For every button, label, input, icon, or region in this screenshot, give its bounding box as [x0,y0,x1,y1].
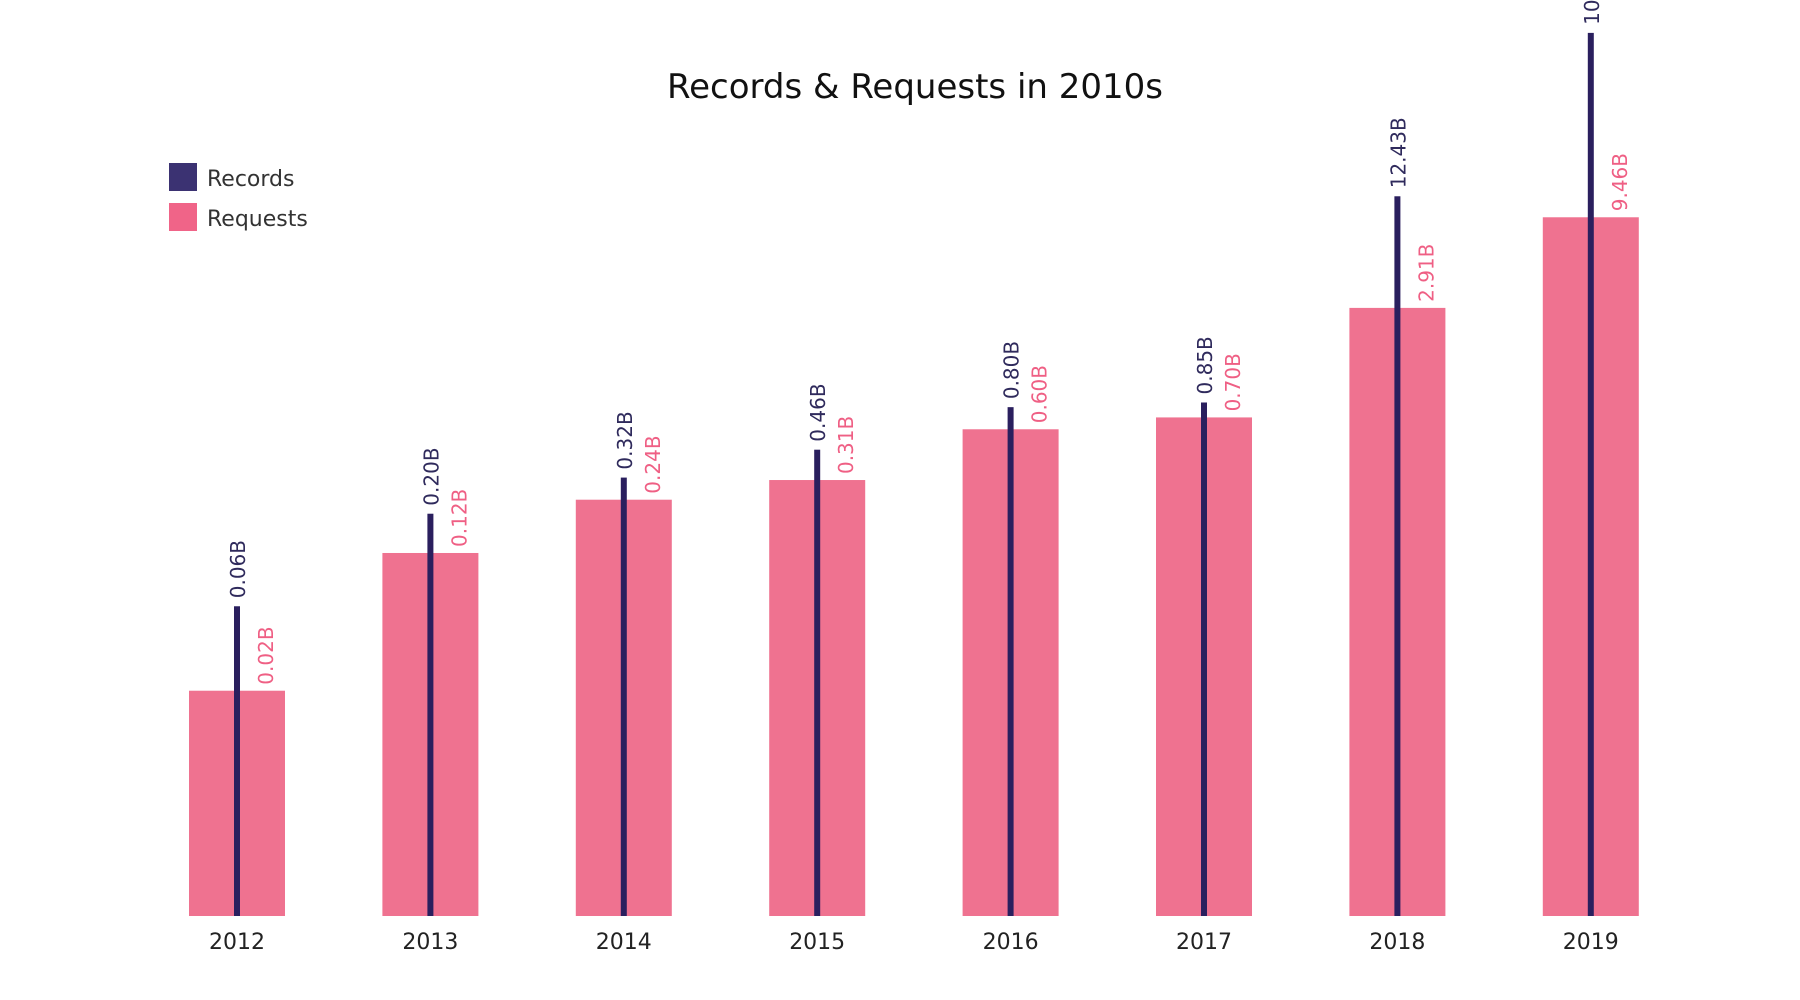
records-value-label-2019: 104.13B [1580,0,1604,25]
requests-value-label-2013: 0.12B [447,489,471,547]
records-line-2018 [1394,196,1401,916]
records-value-label-2018: 12.43B [1386,117,1410,188]
x-tick-label-2013: 2013 [402,930,458,955]
requests-value-label-2015: 0.31B [834,416,858,474]
records-value-label-2015: 0.46B [806,383,830,441]
legend-label-requests: Requests [207,207,308,232]
chart-title: Records & Requests in 2010s [667,67,1163,107]
requests-value-label-2014: 0.24B [641,435,665,493]
records-line-2019 [1587,32,1594,916]
legend-label-records: Records [207,167,294,192]
records-line-2014 [620,477,627,916]
requests-value-label-2016: 0.60B [1028,365,1052,423]
records-line-2017 [1201,402,1207,916]
requests-value-label-2017: 0.70B [1221,353,1245,411]
legend: Records Requests [169,163,308,232]
x-tick-label-2014: 2014 [596,930,652,955]
records-line-2013 [427,513,434,916]
records-value-label-2017: 0.85B [1193,336,1217,394]
legend-swatch-requests [169,203,197,231]
requests-value-label-2018: 2.91B [1414,244,1438,302]
records-value-label-2016: 0.80B [1000,341,1024,399]
x-tick-label-2015: 2015 [789,930,845,955]
x-tick-label-2017: 2017 [1176,930,1232,955]
records-line-2015 [814,449,821,916]
x-tick-label-2012: 2012 [209,930,265,955]
legend-swatch-records [169,163,197,191]
requests-value-label-2012: 0.02B [254,626,278,684]
x-tick-label-2019: 2019 [1563,930,1619,955]
x-tick-label-2018: 2018 [1369,930,1425,955]
records-line-2016 [1007,407,1014,916]
records-value-label-2013: 0.20B [419,447,443,505]
records-value-label-2014: 0.32B [613,411,637,469]
records-line-2012 [234,606,240,916]
x-tick-label-2016: 2016 [983,930,1039,955]
records-value-label-2012: 0.06B [226,540,250,598]
requests-value-label-2019: 9.46B [1608,153,1632,211]
